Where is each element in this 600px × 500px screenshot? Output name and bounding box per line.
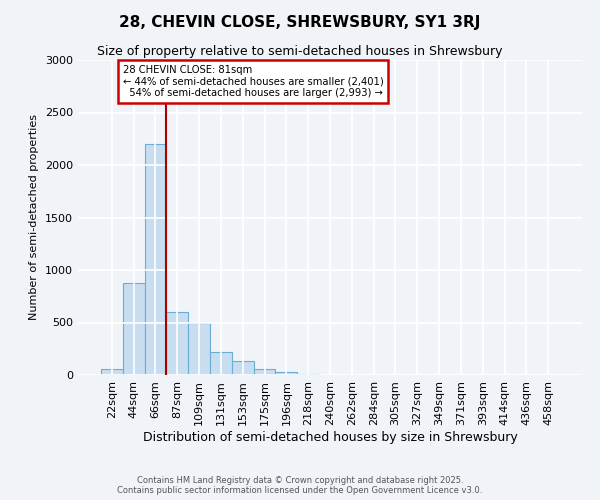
Text: Size of property relative to semi-detached houses in Shrewsbury: Size of property relative to semi-detach… <box>97 45 503 58</box>
Text: 28, CHEVIN CLOSE, SHREWSBURY, SY1 3RJ: 28, CHEVIN CLOSE, SHREWSBURY, SY1 3RJ <box>119 15 481 30</box>
Bar <box>275 372 297 375</box>
Bar <box>101 369 123 375</box>
Bar <box>166 312 188 375</box>
Bar <box>297 374 319 375</box>
Text: Contains HM Land Registry data © Crown copyright and database right 2025.
Contai: Contains HM Land Registry data © Crown c… <box>118 476 482 495</box>
Y-axis label: Number of semi-detached properties: Number of semi-detached properties <box>29 114 40 320</box>
Text: 28 CHEVIN CLOSE: 81sqm
← 44% of semi-detached houses are smaller (2,401)
  54% o: 28 CHEVIN CLOSE: 81sqm ← 44% of semi-det… <box>123 65 383 98</box>
Bar <box>210 352 232 375</box>
Bar <box>145 144 166 375</box>
Bar <box>123 282 145 375</box>
Bar <box>188 322 210 375</box>
Bar <box>254 369 275 375</box>
Bar <box>232 362 254 375</box>
X-axis label: Distribution of semi-detached houses by size in Shrewsbury: Distribution of semi-detached houses by … <box>143 430 517 444</box>
